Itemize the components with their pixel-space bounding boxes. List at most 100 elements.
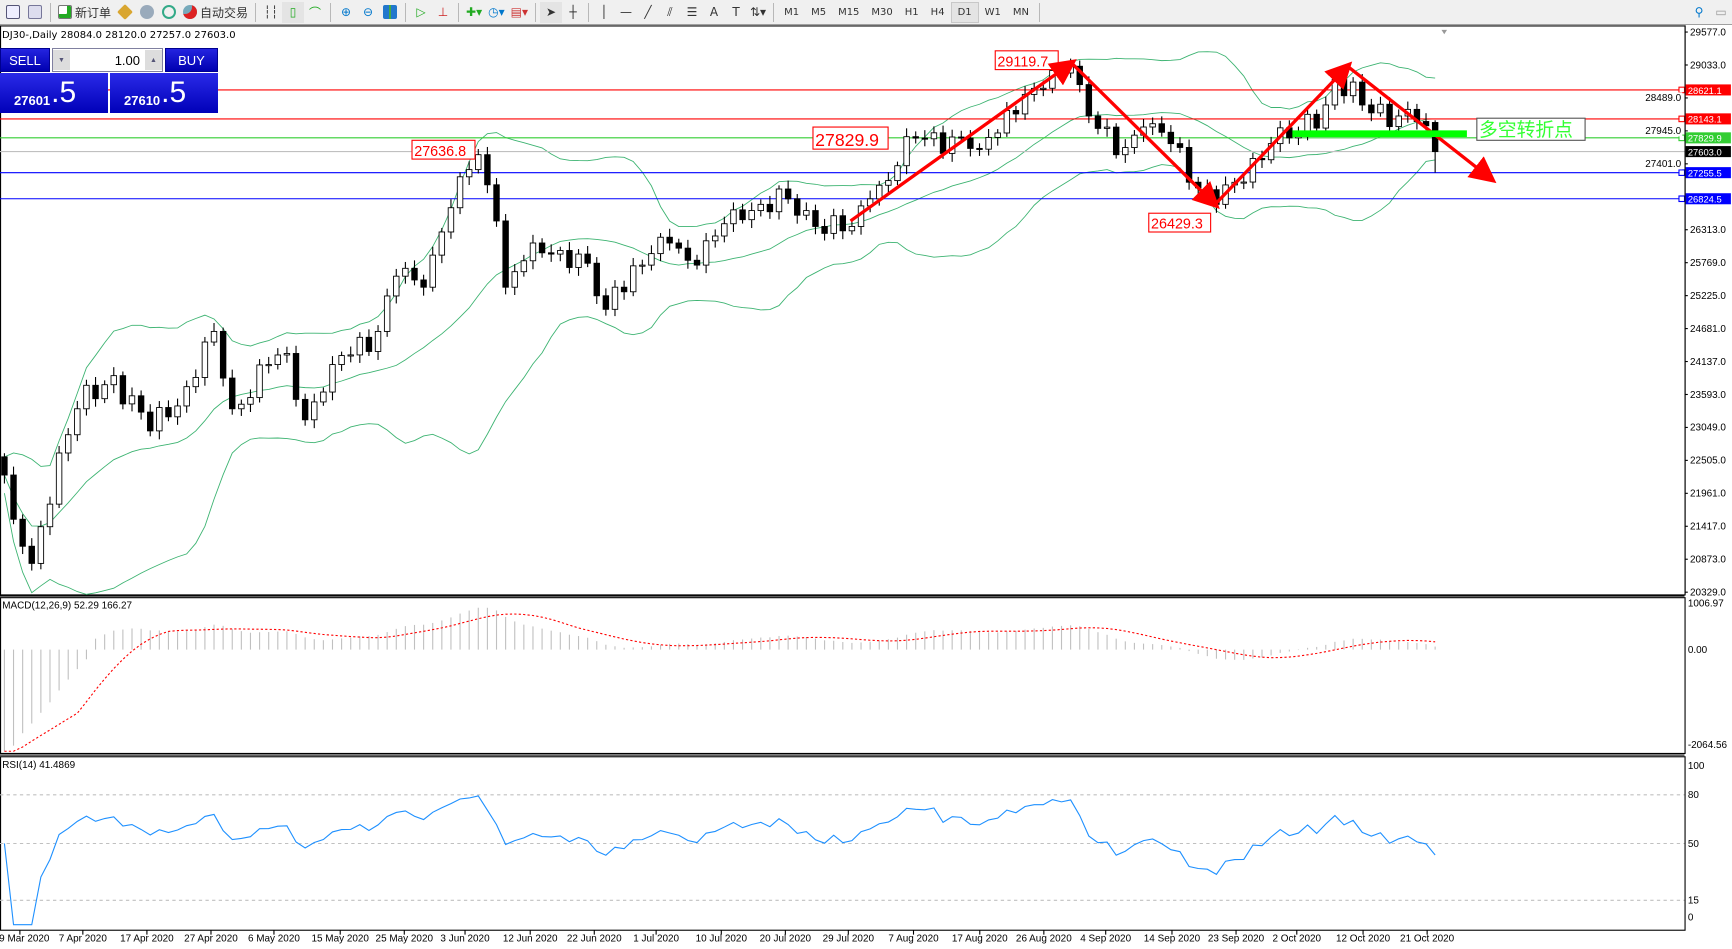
candle-body — [876, 184, 883, 200]
candle — [712, 229, 719, 248]
indicators-icon[interactable]: ✚▾ — [466, 5, 483, 19]
candle — [684, 239, 692, 269]
candle — [1185, 139, 1193, 190]
price-tag-label: 26824.5 — [1688, 195, 1722, 205]
chart-icon[interactable] — [2, 2, 24, 23]
periods-icon[interactable]: ◷▾ — [488, 5, 505, 19]
date-tick-label: 14 Sep 2020 — [1144, 933, 1201, 944]
candle — [657, 233, 664, 262]
timeframe-d1[interactable]: D1 — [950, 1, 979, 23]
line-chart-icon[interactable]: ⌒ — [309, 5, 322, 20]
timeframe-m5[interactable]: M5 — [811, 6, 827, 18]
zoom-out-icon[interactable]: ⊖ — [363, 5, 374, 19]
candle — [529, 234, 537, 270]
timeframe-h4[interactable]: H4 — [930, 6, 945, 18]
separator — [405, 2, 407, 22]
candle-body — [712, 235, 719, 242]
tile-windows-icon[interactable] — [379, 2, 401, 23]
price-tick-label: 22505.0 — [1690, 456, 1726, 467]
candle — [1076, 60, 1083, 93]
decrease-lot-button[interactable]: ▼ — [53, 50, 70, 70]
zoom-in-icon[interactable]: ⊕ — [341, 5, 352, 19]
text-label-icon[interactable]: T — [732, 5, 740, 19]
buy-button[interactable]: BUY — [165, 48, 218, 72]
market-watch-icon[interactable] — [24, 2, 46, 23]
crosshair-icon[interactable]: ┼ — [569, 5, 577, 19]
buy-price[interactable]: 27610.5 — [110, 73, 218, 113]
vertical-line-icon[interactable]: │ — [600, 5, 608, 19]
candle-body — [1067, 65, 1074, 74]
timeframe-m15[interactable]: M15 — [838, 6, 860, 18]
timeframe-m1[interactable]: M1 — [784, 6, 800, 18]
candle-body — [1003, 110, 1011, 134]
price-tick-label: 25769.0 — [1690, 258, 1726, 269]
candle — [1431, 120, 1439, 173]
metaeditor-icon[interactable] — [114, 2, 136, 23]
separator — [587, 2, 589, 22]
candle — [1112, 123, 1120, 159]
sell-price[interactable]: 27601.5 — [0, 73, 108, 113]
candle-body — [438, 231, 446, 256]
candle-body — [465, 169, 473, 178]
chat-icon[interactable]: ▭ — [1715, 5, 1727, 19]
cursor-icon[interactable]: ➤ — [539, 1, 562, 23]
candle-body — [639, 264, 646, 267]
trendline-icon[interactable]: ╱ — [644, 5, 652, 19]
candle — [830, 208, 837, 240]
candle — [265, 356, 272, 374]
increase-lot-button[interactable]: ▲ — [145, 50, 162, 70]
new-order-button[interactable]: 新订单 — [55, 2, 114, 23]
candle — [320, 387, 327, 406]
text-icon[interactable]: A — [709, 5, 719, 19]
timeframe-h1[interactable]: H1 — [904, 6, 919, 18]
signals-icon[interactable] — [158, 2, 180, 23]
candle-body — [1359, 81, 1366, 106]
arrows-icon[interactable]: ⇅▾ — [749, 5, 767, 19]
candle — [83, 379, 90, 416]
search-icon[interactable]: ⚲ — [1694, 5, 1704, 19]
sell-price-main: 27601 — [14, 93, 51, 108]
candle — [575, 249, 582, 276]
candle-body — [894, 165, 901, 182]
sell-button[interactable]: SELL — [0, 48, 50, 72]
auto-trading-label: 自动交易 — [200, 5, 249, 20]
candle-body — [101, 384, 108, 400]
lot-input[interactable] — [70, 52, 145, 68]
horizontal-line-icon[interactable]: — — [619, 5, 632, 19]
candle-body — [46, 503, 54, 528]
timeframe-w1[interactable]: W1 — [984, 6, 1001, 18]
price-tag — [1685, 132, 1731, 144]
timeframe-m30[interactable]: M30 — [871, 6, 893, 18]
candle-body — [192, 377, 199, 388]
date-tick-label: 2 Oct 2020 — [1272, 933, 1321, 944]
auto-trading-button[interactable]: 自动交易 — [180, 2, 251, 23]
fibonacci-icon[interactable]: ☰ — [686, 5, 698, 19]
auto-scroll-icon[interactable]: ▷ — [416, 5, 426, 19]
candle — [74, 400, 81, 442]
candle — [128, 387, 136, 412]
timeframe-mn[interactable]: MN — [1012, 6, 1029, 18]
candle-body — [511, 271, 518, 288]
candle-body — [1, 456, 8, 476]
candle-body — [1204, 187, 1211, 191]
candle — [1131, 130, 1138, 154]
candle-body — [675, 242, 682, 249]
chart-shift-icon[interactable]: ⊥ — [437, 5, 449, 19]
price-tick-label: 24137.0 — [1690, 357, 1726, 368]
candle — [648, 245, 655, 271]
candle-body — [256, 364, 263, 399]
navigator-icon[interactable] — [136, 2, 158, 23]
candlestick-icon[interactable]: ▯ — [282, 1, 305, 23]
candle — [976, 143, 983, 156]
buy-price-main: 27610 — [124, 93, 161, 108]
equidistant-channel-icon[interactable]: ⫽ — [667, 4, 673, 19]
candle — [1176, 137, 1184, 153]
candle-body — [1386, 103, 1393, 128]
candle — [803, 202, 810, 221]
bar-chart-icon[interactable]: ┆┆ — [263, 5, 279, 19]
templates-icon[interactable]: ▤▾ — [510, 5, 528, 19]
date-tick-label: 3 Jun 2020 — [440, 933, 490, 944]
candle-body — [393, 275, 400, 297]
candle — [1, 453, 8, 484]
